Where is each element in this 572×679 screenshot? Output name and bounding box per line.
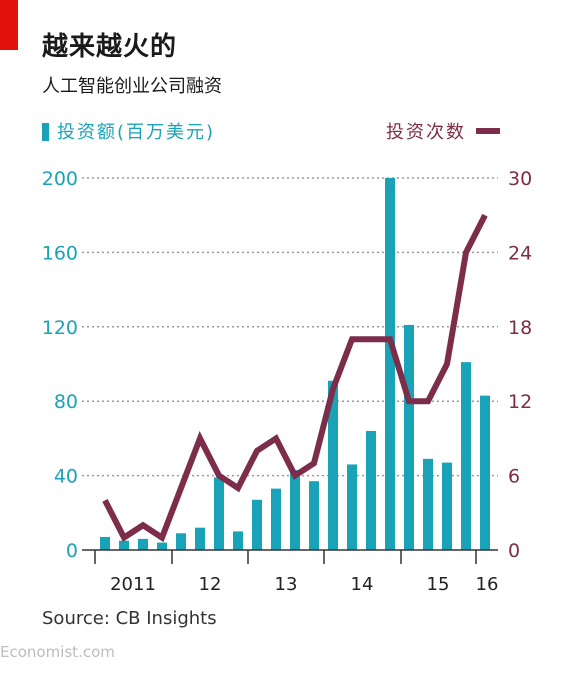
bar: [385, 178, 395, 550]
x-tick-label: 2011: [110, 574, 156, 595]
legend-bar: 投资额(百万美元): [42, 118, 215, 144]
watermark: Economist.com: [0, 643, 115, 661]
bar: [157, 542, 167, 550]
bar: [328, 380, 338, 550]
bar: [176, 533, 186, 550]
bar: [195, 527, 205, 550]
y-left-tick-label: 80: [54, 391, 78, 413]
chart-title: 越来越火的: [42, 32, 178, 62]
y-left-tick-label: 160: [42, 242, 78, 264]
brand-tag: [0, 0, 18, 50]
y-right-tick-label: 12: [508, 391, 532, 413]
source-note: Source: CB Insights: [42, 608, 217, 629]
count-line: [102, 213, 488, 543]
x-tick-label: 15: [427, 574, 450, 595]
investment-chart: 0 40 80 120 160 200 0 6 12 18 24 30 2011 12 13 14 15 16: [42, 168, 532, 595]
bar: [290, 470, 300, 550]
bar: [119, 540, 129, 550]
y-left-tick-label: 0: [66, 540, 78, 562]
legend-bar-swatch: [42, 123, 49, 141]
bar: [480, 395, 490, 550]
y-left-tick-label: 200: [42, 168, 78, 190]
bar: [347, 464, 357, 550]
x-tick-label: 13: [275, 574, 298, 595]
legend-line-swatch: [476, 128, 500, 134]
bar: [214, 477, 224, 550]
x-tick-label: 14: [351, 574, 374, 595]
y-right-tick-label: 6: [508, 466, 520, 488]
y-left-tick-label: 120: [42, 317, 78, 339]
bar: [138, 538, 148, 550]
y-right-tick-label: 24: [508, 242, 532, 264]
bar: [100, 536, 110, 550]
y-right-tick-label: 30: [508, 168, 532, 190]
bar: [233, 531, 243, 550]
x-tick-label: 16: [476, 574, 499, 595]
bar: [442, 462, 452, 550]
bar: [309, 481, 319, 550]
bar: [461, 362, 471, 550]
bar: [271, 488, 281, 550]
y-right-tick-label: 0: [508, 540, 520, 562]
legend-line-label: 投资次数: [386, 122, 466, 143]
bar: [252, 499, 262, 550]
bar: [366, 430, 376, 550]
y-left-tick-label: 40: [54, 466, 78, 488]
legend-bar-label: 投资额(百万美元): [57, 122, 216, 143]
bar: [423, 458, 433, 550]
y-right-tick-label: 18: [508, 317, 532, 339]
legend-line: 投资次数: [386, 118, 500, 144]
x-tick-label: 12: [199, 574, 222, 595]
bar: [404, 324, 414, 550]
chart-subtitle: 人工智能创业公司融资: [42, 76, 222, 97]
